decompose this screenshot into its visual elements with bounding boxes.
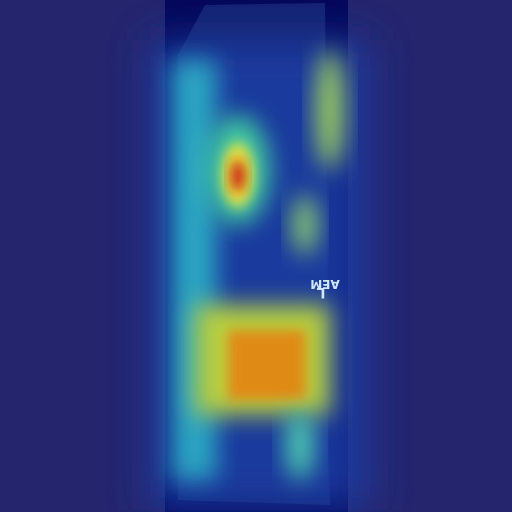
heat-lower-core: [228, 330, 306, 400]
heat-blobs: [150, 40, 370, 510]
heat-mid-right: [293, 195, 317, 255]
heat-hotspot: [231, 160, 245, 192]
marker-letter: L: [316, 284, 325, 300]
heat-bottom: [286, 410, 314, 480]
heat-right-column: [316, 50, 344, 170]
marker-text: AEM: [310, 277, 339, 291]
heat-left-column: [172, 60, 217, 480]
